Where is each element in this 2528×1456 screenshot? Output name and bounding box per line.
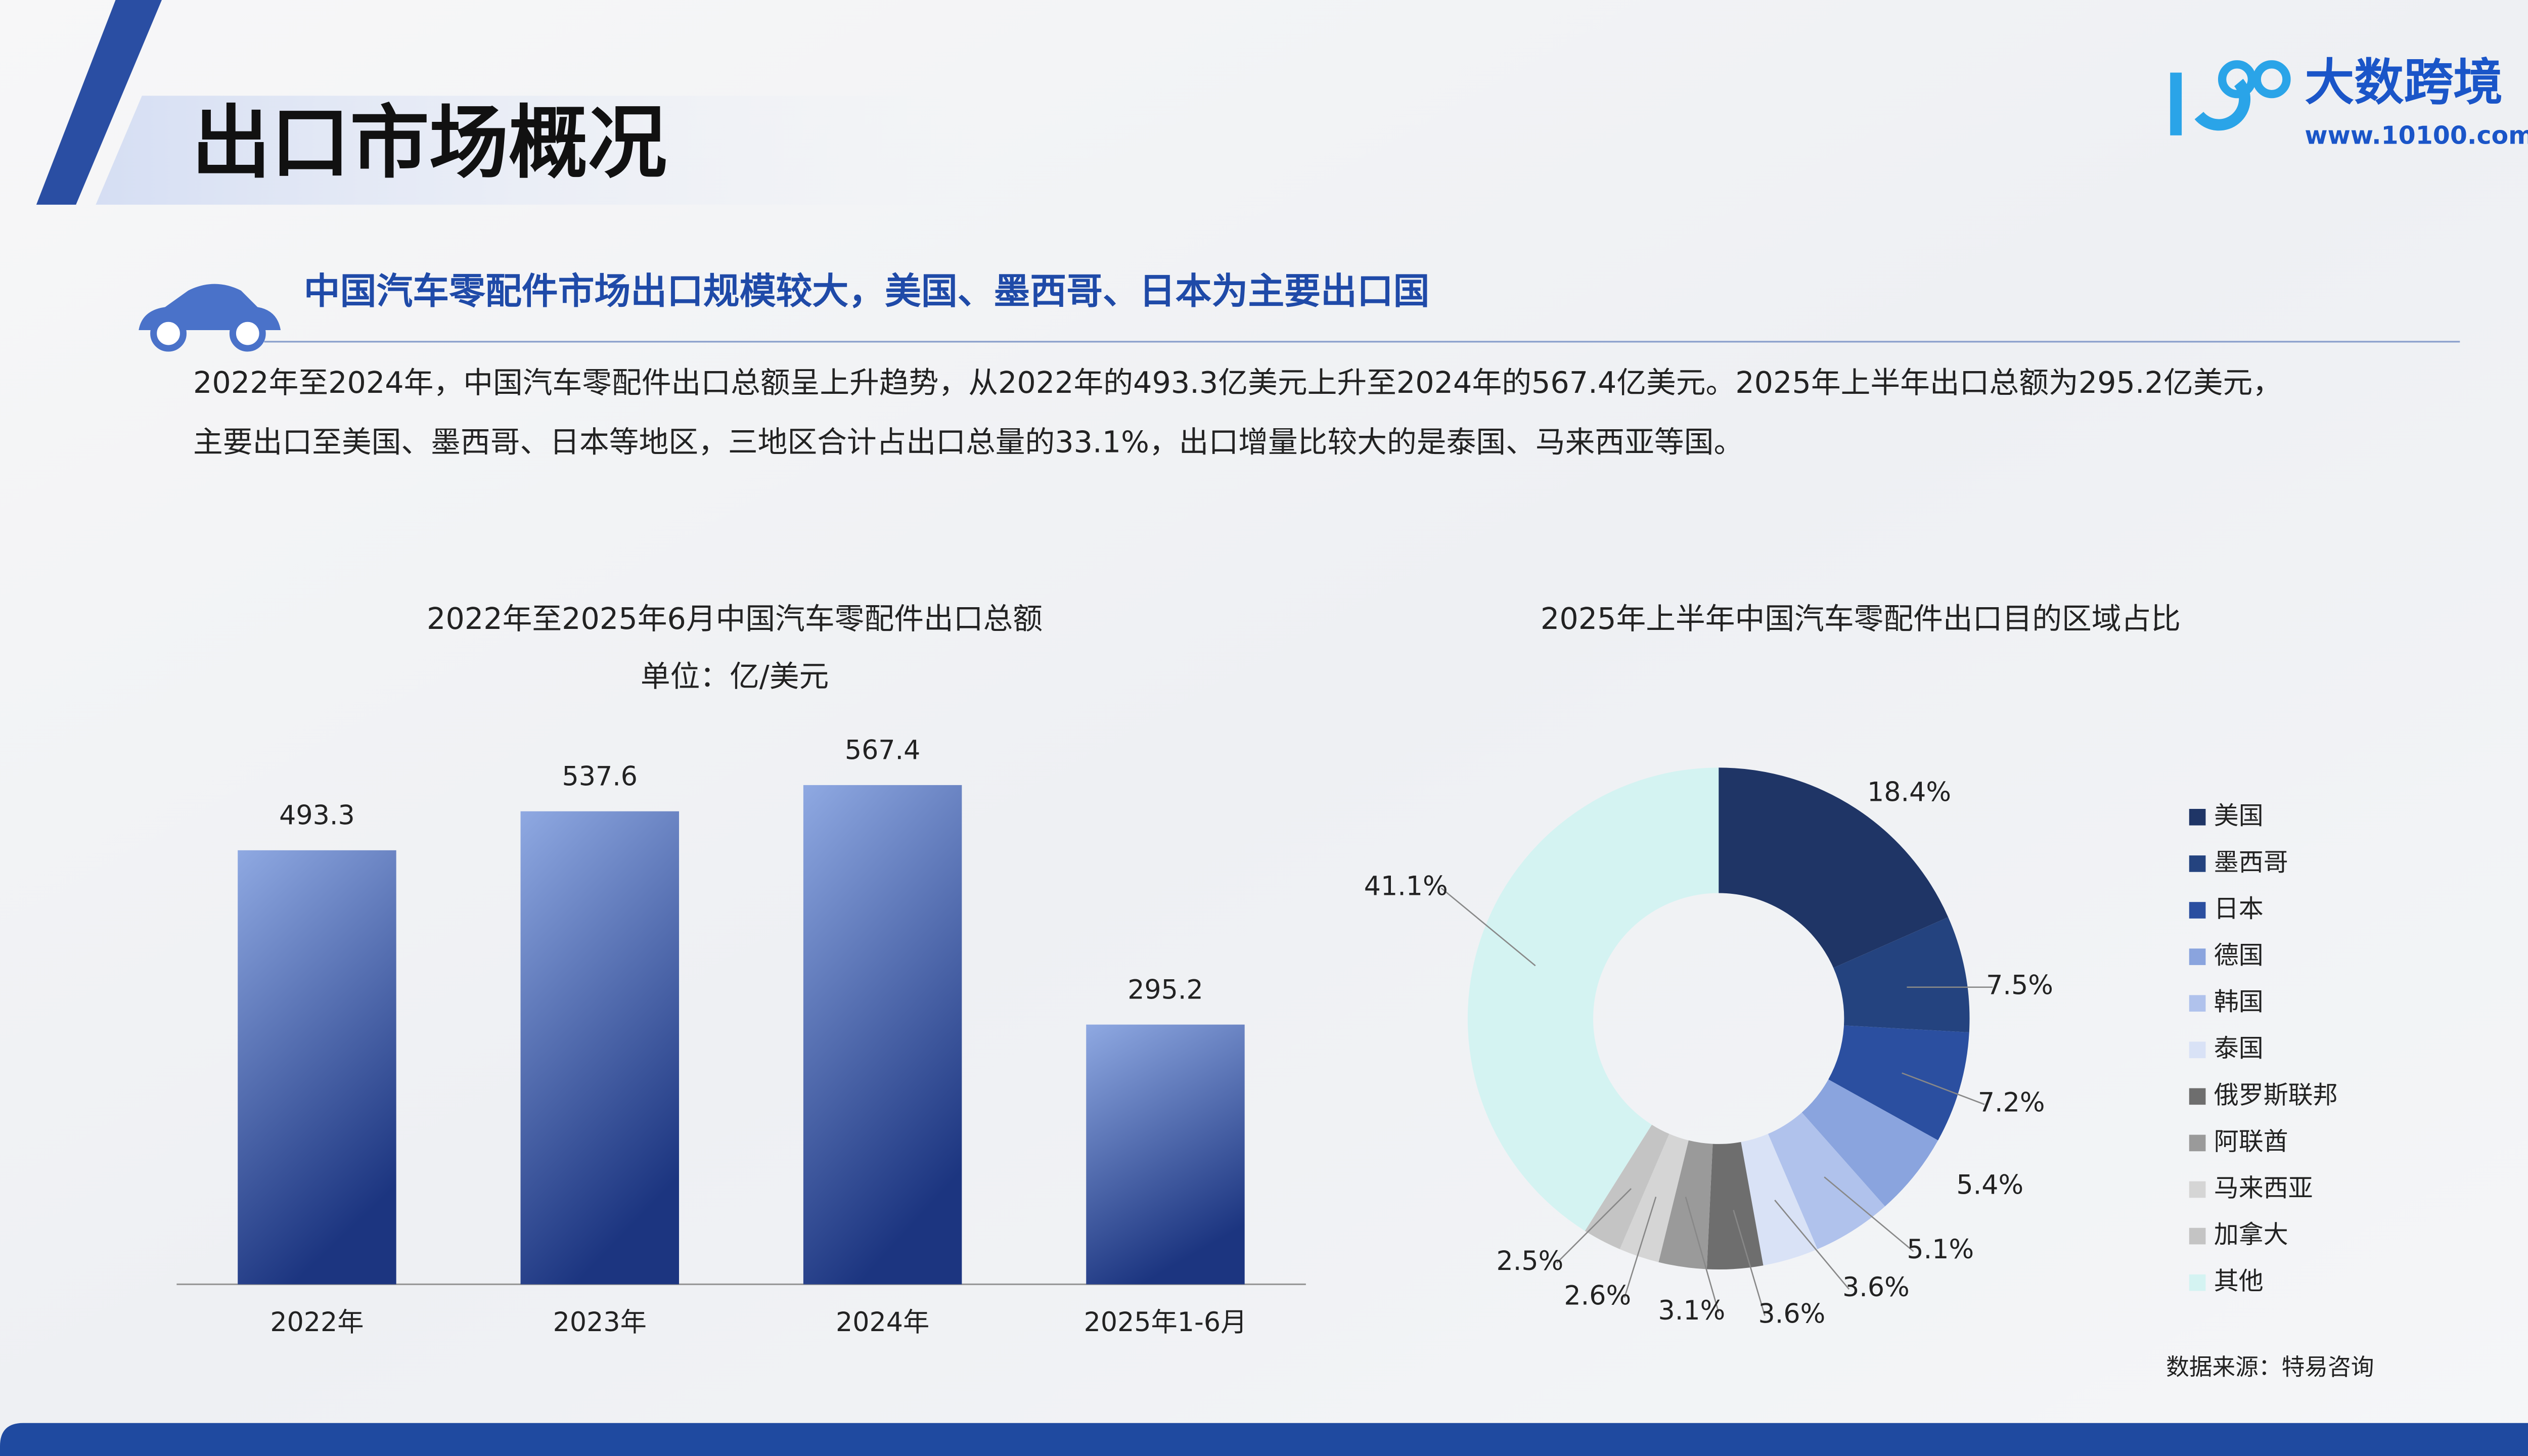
logo: 大数跨境 www.10100.com	[2170, 54, 2528, 150]
paragraph-line: 主要出口至美国、墨西哥、日本等地区，三地区合计占出口总量的33.1%，出口增量比…	[193, 424, 1743, 459]
legend-label: 美国	[2214, 801, 2264, 830]
x-tick-label: 2023年	[553, 1307, 647, 1338]
chart-title: 2025年上半年中国汽车零配件出口目的区域占比	[1541, 601, 2181, 636]
logo-text: 大数跨境	[2305, 54, 2503, 112]
paragraph-line: 2022年至2024年，中国汽车零配件出口总额呈上升趋势，从2022年的493.…	[193, 365, 2282, 400]
legend-label: 韩国	[2214, 987, 2264, 1016]
chart-subtitle: 单位：亿/美元	[641, 659, 829, 694]
car-icon	[139, 284, 281, 352]
legend-swatch	[2189, 1134, 2206, 1152]
leader-line	[1733, 1210, 1766, 1316]
data-label: 7.5%	[1986, 971, 2053, 1001]
footer-bar	[0, 1423, 2528, 1456]
data-label: 3.6%	[1842, 1272, 1910, 1303]
leader-line	[1774, 1200, 1850, 1290]
x-tick-label: 2022年	[270, 1307, 364, 1338]
leader-line	[1440, 887, 1536, 967]
x-tick-label: 2024年	[836, 1307, 929, 1338]
donut-slice	[1801, 1079, 1938, 1207]
data-label: 3.1%	[1658, 1296, 1726, 1326]
leader-line	[1902, 1072, 1985, 1105]
car-wheel	[150, 315, 187, 352]
data-label: 5.1%	[1907, 1235, 1974, 1265]
legend-label: 阿联酋	[2214, 1127, 2288, 1156]
data-label: 3.6%	[1758, 1299, 1826, 1329]
donut-slice	[1833, 917, 1970, 1032]
title-band	[96, 96, 991, 205]
legend-label: 德国	[2214, 941, 2264, 970]
logo-ring	[2252, 60, 2291, 99]
legend-label: 墨西哥	[2214, 848, 2288, 877]
donut-slice	[1585, 1124, 1669, 1249]
bar	[238, 850, 396, 1285]
legend-label: 日本	[2214, 894, 2264, 923]
legend-swatch	[2189, 995, 2206, 1012]
data-label: 2.6%	[1564, 1281, 1631, 1311]
donut-slice	[1768, 1112, 1885, 1249]
data-label: 567.4	[845, 736, 921, 766]
leader-line	[1685, 1196, 1720, 1313]
donut-slice	[1658, 1140, 1713, 1269]
legend-swatch	[2189, 1041, 2206, 1059]
data-label: 7.2%	[1978, 1087, 2045, 1118]
donut-slice	[1828, 1025, 1969, 1141]
data-label: 295.2	[1127, 975, 1203, 1005]
leader-line	[1824, 1176, 1914, 1252]
legend-label: 马来西亚	[2214, 1173, 2313, 1202]
data-label: 5.4%	[1956, 1170, 2023, 1201]
leader-line	[1623, 1196, 1657, 1298]
legend-swatch	[2189, 948, 2206, 965]
bar	[520, 811, 680, 1285]
bar	[803, 785, 962, 1285]
legend-swatch	[2189, 809, 2206, 826]
legend-label: 泰国	[2214, 1034, 2264, 1063]
donut-slice	[1706, 1142, 1764, 1270]
legend-label: 加拿大	[2214, 1220, 2288, 1249]
legend-label: 俄罗斯联邦	[2214, 1080, 2338, 1109]
chart-title: 2022年至2025年6月中国汽车零配件出口总额	[427, 601, 1043, 636]
x-tick-label: 2025年1-6月	[1084, 1307, 1247, 1338]
section-subtitle: 中国汽车零配件市场出口规模较大，美国、墨西哥、日本为主要出口国	[304, 270, 1430, 312]
legend-swatch	[2189, 1274, 2206, 1291]
legend-swatch	[2189, 1227, 2206, 1245]
bar	[1086, 1024, 1245, 1285]
legend-swatch	[2189, 855, 2206, 872]
donut-slice	[1741, 1133, 1818, 1266]
legend-swatch	[2189, 1181, 2206, 1198]
page-title: 出口市场概况	[192, 97, 667, 189]
data-label: 2.5%	[1497, 1246, 1564, 1277]
donut-slice	[1719, 767, 1949, 968]
leader-line	[1556, 1188, 1632, 1263]
car-wheel	[229, 315, 266, 352]
donut-slice	[1619, 1133, 1689, 1262]
data-label: 537.6	[562, 761, 638, 792]
legend-swatch	[2189, 902, 2206, 919]
source: 数据来源：特易咨询	[2166, 1353, 2374, 1380]
logo-url: www.10100.com	[2305, 121, 2528, 150]
data-label: 18.4%	[1867, 778, 1951, 808]
legend-label: 其他	[2214, 1267, 2264, 1296]
logo-ring	[2218, 60, 2256, 99]
data-label: 41.1%	[1364, 872, 1448, 902]
legend-swatch	[2189, 1088, 2206, 1105]
data-label: 493.3	[279, 801, 355, 831]
accent-stripe	[36, 0, 162, 205]
donut-slice	[1467, 767, 1719, 1231]
